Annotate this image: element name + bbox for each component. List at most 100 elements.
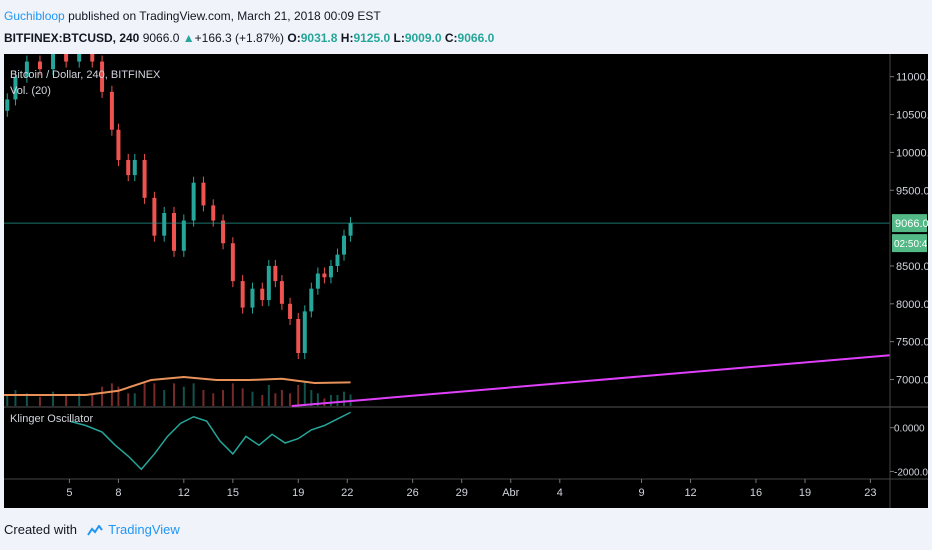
candle: [348, 223, 353, 236]
tradingview-brand-link[interactable]: TradingView: [108, 522, 180, 537]
volume-bar: [14, 390, 17, 406]
time-tick-label: 19: [292, 487, 304, 499]
candle: [126, 159, 131, 176]
time-tick-label: 15: [227, 487, 239, 499]
time-tick-label: 23: [864, 487, 876, 499]
low-label: L:: [393, 31, 405, 45]
volume-bar: [127, 393, 130, 406]
low-value: 9009.0: [404, 31, 442, 45]
candle: [240, 281, 245, 308]
price-axis[interactable]: 9066.0 02:50:47 7000.0 7500.0 8000.0 8500.0 95…: [889, 54, 932, 508]
candle: [100, 61, 105, 92]
candle: [181, 220, 186, 251]
candle: [309, 288, 314, 312]
volume-bar: [343, 391, 346, 406]
candle: [230, 243, 235, 282]
candle: [288, 303, 293, 319]
price-tick-label: 8500.0: [896, 261, 928, 273]
volume-bar: [261, 395, 264, 406]
price-tick-label: 10000.0: [896, 147, 928, 159]
candle: [266, 265, 271, 301]
volume-bar: [192, 383, 195, 406]
footer: Created with TradingView: [4, 512, 928, 550]
volume-bar: [78, 393, 81, 406]
open-label: O:: [287, 31, 301, 45]
candle: [335, 254, 340, 266]
oscillator-tick-label: 0.0000: [894, 424, 925, 435]
created-with: Created with TradingView: [4, 522, 180, 537]
candle: [296, 318, 301, 354]
time-tick-label: 12: [178, 487, 190, 499]
oscillator-title: Klinger Oscillator: [10, 413, 93, 425]
published-text: published on TradingView.com, March 21, …: [68, 9, 381, 23]
close-value: 9066.0: [457, 31, 495, 45]
last-price-badge: [892, 214, 927, 233]
time-tick-label: 26: [407, 487, 419, 499]
author-link[interactable]: Guchibloop: [4, 9, 65, 23]
candle: [342, 235, 347, 255]
time-tick-label: 19: [799, 487, 811, 499]
candle: [260, 288, 265, 301]
candle: [152, 197, 157, 236]
volume-bar: [323, 398, 326, 406]
candle: [315, 273, 320, 289]
volume-bar: [52, 391, 55, 406]
candle: [250, 288, 255, 308]
volume-bar: [25, 393, 28, 406]
volume-bar: [153, 383, 156, 406]
candle: [13, 76, 18, 100]
volume-bar: [6, 395, 9, 406]
last-price-badge-label: 9066.0: [895, 218, 928, 230]
candle: [109, 91, 114, 130]
volume-bar: [65, 395, 68, 406]
time-tick-label: 8: [115, 487, 121, 499]
price-tick-label: 9500.0: [896, 185, 928, 197]
oscillator-pane[interactable]: [69, 411, 351, 471]
volume-bar: [310, 390, 313, 406]
candle: [221, 220, 226, 244]
symbol-label: BITFINEX:BTCUSD, 240: [4, 31, 140, 45]
volume-bar: [110, 383, 113, 406]
candle: [302, 311, 307, 354]
time-tick-label: 29: [456, 487, 468, 499]
volume-bar: [38, 396, 41, 406]
volume-bar: [202, 390, 205, 406]
time-axis[interactable]: 5 8 12 15 19 22 26 29 Abr 4 9 12 16 19 23: [4, 478, 928, 499]
time-tick-label: 16: [750, 487, 762, 499]
candle: [328, 265, 333, 278]
volume-bar: [222, 390, 225, 406]
candle: [322, 273, 327, 278]
candle: [37, 61, 42, 70]
last-price: 9066.0: [142, 31, 180, 45]
price-pane-title: Bitcoin / Dollar, 240, BITFINEX: [10, 69, 161, 81]
candle: [64, 50, 69, 62]
volume-bar: [143, 383, 146, 406]
klinger-oscillator-line: [69, 411, 351, 471]
volume-bar: [91, 393, 94, 406]
time-tick-label: 12: [684, 487, 696, 499]
tradingview-logo-icon: [86, 524, 103, 536]
chart-svg[interactable]: 5 8 12 15 19 22 26 29 Abr 4 9 12 16 19 23 9066.0 02:50:…: [4, 40, 932, 508]
volume-indicator-label: Vol. (20): [10, 85, 51, 97]
price-tick-label: 7500.0: [896, 337, 928, 349]
candle: [211, 205, 216, 221]
close-label: C:: [444, 31, 458, 45]
candle: [90, 46, 95, 62]
candle: [77, 46, 82, 62]
candle: [24, 61, 29, 77]
oscillator-tick-label: -2000.00: [894, 467, 928, 478]
volume-bar: [133, 393, 136, 406]
chart-area[interactable]: 5 8 12 15 19 22 26 29 Abr 4 9 12 16 19 23 9066.0 02:50:…: [4, 40, 932, 508]
price-pane[interactable]: [4, 40, 928, 408]
volume-bar: [173, 383, 176, 406]
volume-bar: [267, 385, 270, 406]
volume-bar: [231, 383, 234, 406]
candle: [273, 265, 278, 282]
volume-bar: [117, 386, 120, 406]
price-tick-label: 7000.0: [896, 375, 928, 387]
created-with-text: Created with: [4, 522, 77, 537]
time-tick-label: 22: [341, 487, 353, 499]
ohlc-line: BITFINEX:BTCUSD, 240 9066.0 ▲+166.3 (+1.…: [4, 31, 494, 45]
volume-ma-line: [4, 375, 351, 396]
volume-bar: [163, 390, 166, 406]
